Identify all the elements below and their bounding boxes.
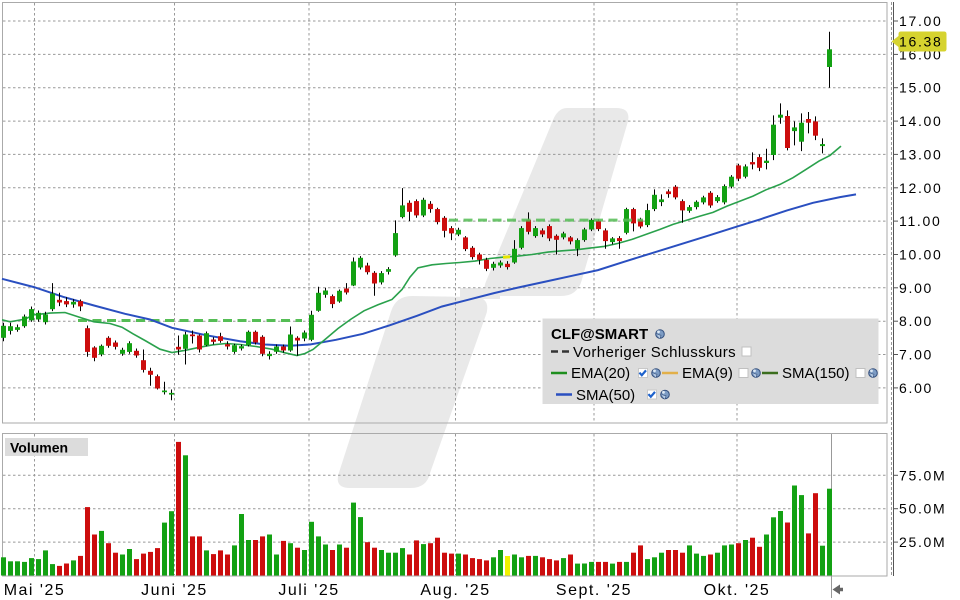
- svg-text:9.00: 9.00: [899, 280, 933, 296]
- svg-text:Juli '25: Juli '25: [278, 582, 339, 599]
- svg-text:15.00: 15.00: [899, 80, 943, 96]
- svg-text:10.00: 10.00: [899, 247, 943, 263]
- svg-text:75.0M: 75.0M: [899, 467, 946, 483]
- svg-text:EMA(20): EMA(20): [571, 365, 630, 382]
- svg-text:Okt. '25: Okt. '25: [704, 582, 771, 599]
- svg-text:8.00: 8.00: [899, 313, 933, 329]
- svg-text:Sept. '25: Sept. '25: [556, 582, 632, 599]
- svg-text:6.00: 6.00: [899, 380, 933, 396]
- svg-text:16.38: 16.38: [899, 34, 943, 50]
- svg-text:25.0M: 25.0M: [899, 534, 946, 550]
- svg-text:17.00: 17.00: [899, 13, 943, 29]
- svg-text:Juni '25: Juni '25: [141, 582, 208, 599]
- svg-text:EMA(9): EMA(9): [682, 365, 733, 382]
- svg-text:7.00: 7.00: [899, 347, 933, 363]
- svg-text:Vorheriger Schlusskurs: Vorheriger Schlusskurs: [573, 344, 736, 361]
- svg-text:12.00: 12.00: [899, 180, 943, 196]
- svg-text:13.00: 13.00: [899, 146, 943, 162]
- svg-text:14.00: 14.00: [899, 113, 943, 129]
- svg-text:11.00: 11.00: [899, 213, 942, 229]
- svg-text:SMA(150): SMA(150): [782, 365, 850, 382]
- svg-text:Volumen: Volumen: [10, 440, 68, 456]
- svg-text:SMA(50): SMA(50): [576, 387, 635, 404]
- svg-text:50.0M: 50.0M: [899, 501, 946, 517]
- svg-text:Aug. '25: Aug. '25: [420, 582, 490, 599]
- svg-text:Mai '25: Mai '25: [4, 582, 66, 599]
- svg-text:CLF@SMART: CLF@SMART: [551, 326, 648, 343]
